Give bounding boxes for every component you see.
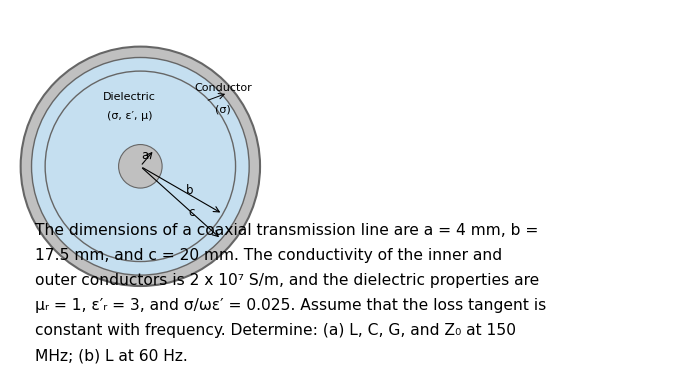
Text: 17.5 mm, and c = 20 mm. The conductivity of the inner and: 17.5 mm, and c = 20 mm. The conductivity… xyxy=(35,248,502,263)
Text: (σ, ε′, μ): (σ, ε′, μ) xyxy=(107,111,153,121)
Circle shape xyxy=(45,71,236,262)
Circle shape xyxy=(45,71,236,262)
Text: The dimensions of a coaxial transmission line are a = 4 mm, b =: The dimensions of a coaxial transmission… xyxy=(35,223,538,238)
Text: constant with frequency. Determine: (a) L, C, G, and Z₀ at 150: constant with frequency. Determine: (a) … xyxy=(35,323,516,338)
Circle shape xyxy=(118,144,162,188)
Text: MHz; (b) L at 60 Hz.: MHz; (b) L at 60 Hz. xyxy=(35,348,188,363)
Text: outer conductors is 2 x 10⁷ S/m, and the dielectric properties are: outer conductors is 2 x 10⁷ S/m, and the… xyxy=(35,273,539,288)
Text: Conductor: Conductor xyxy=(194,83,252,93)
Text: c: c xyxy=(188,206,195,219)
Text: (σ⁣): (σ⁣) xyxy=(215,104,231,114)
Text: a: a xyxy=(141,150,149,162)
Text: Dielectric: Dielectric xyxy=(104,92,156,102)
Text: μᵣ = 1, ε′ᵣ = 3, and σ/ωε′ = 0.025. Assume that the loss tangent is: μᵣ = 1, ε′ᵣ = 3, and σ/ωε′ = 0.025. Assu… xyxy=(35,298,546,313)
Text: b: b xyxy=(186,184,193,197)
Circle shape xyxy=(21,47,260,286)
Circle shape xyxy=(32,58,249,275)
